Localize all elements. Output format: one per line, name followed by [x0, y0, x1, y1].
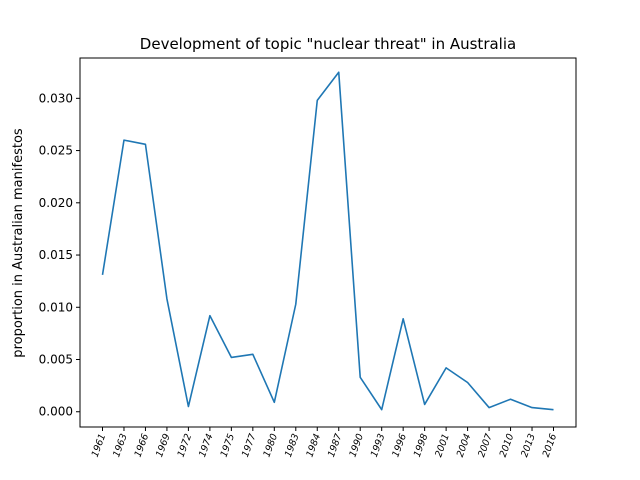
y-tick-label: 0.005	[39, 353, 73, 367]
y-tick-label: 0.030	[39, 91, 73, 105]
x-tick-label: 2016	[541, 432, 560, 458]
x-tick-label: 1969	[154, 432, 173, 458]
series-line-0	[101, 71, 554, 411]
x-tick-label: 1966	[133, 432, 152, 458]
x-tick-label: 1977	[240, 432, 259, 458]
x-tick-label: 1990	[347, 432, 366, 458]
x-tick-label: 1996	[390, 432, 409, 458]
x-tick-label: 1998	[412, 432, 431, 458]
x-tick-label: 1975	[219, 432, 238, 458]
x-tick-label: 1974	[197, 432, 216, 458]
x-tick-label: 1961	[90, 432, 109, 458]
x-tick-label: 2004	[455, 432, 474, 458]
x-tick-label: 1984	[304, 432, 323, 458]
x-tick-label: 1993	[369, 432, 388, 458]
x-tick-label: 2001	[433, 432, 452, 458]
x-tick-label: 2007	[476, 432, 495, 458]
y-axis-label: proportion in Australian manifestos	[11, 128, 26, 358]
x-tick-label: 1963	[111, 432, 130, 458]
x-tick-label: 2010	[498, 432, 517, 458]
chart-title: Development of topic "nuclear threat" in…	[140, 35, 516, 53]
x-tick-label: 1983	[283, 432, 302, 458]
y-tick-label: 0.015	[39, 248, 73, 262]
x-tick-label: 1980	[262, 432, 281, 458]
x-tick-label: 2013	[519, 432, 538, 458]
y-tick-label: 0.010	[39, 300, 73, 314]
x-tick-label: 1972	[176, 432, 195, 458]
x-tick-label: 1987	[326, 432, 345, 458]
series-group	[101, 71, 554, 411]
y-tick-label: 0.025	[39, 144, 73, 158]
y-tick-label: 0.000	[39, 405, 73, 419]
plot-area-frame	[79, 57, 577, 428]
y-tick-label: 0.020	[39, 196, 73, 210]
